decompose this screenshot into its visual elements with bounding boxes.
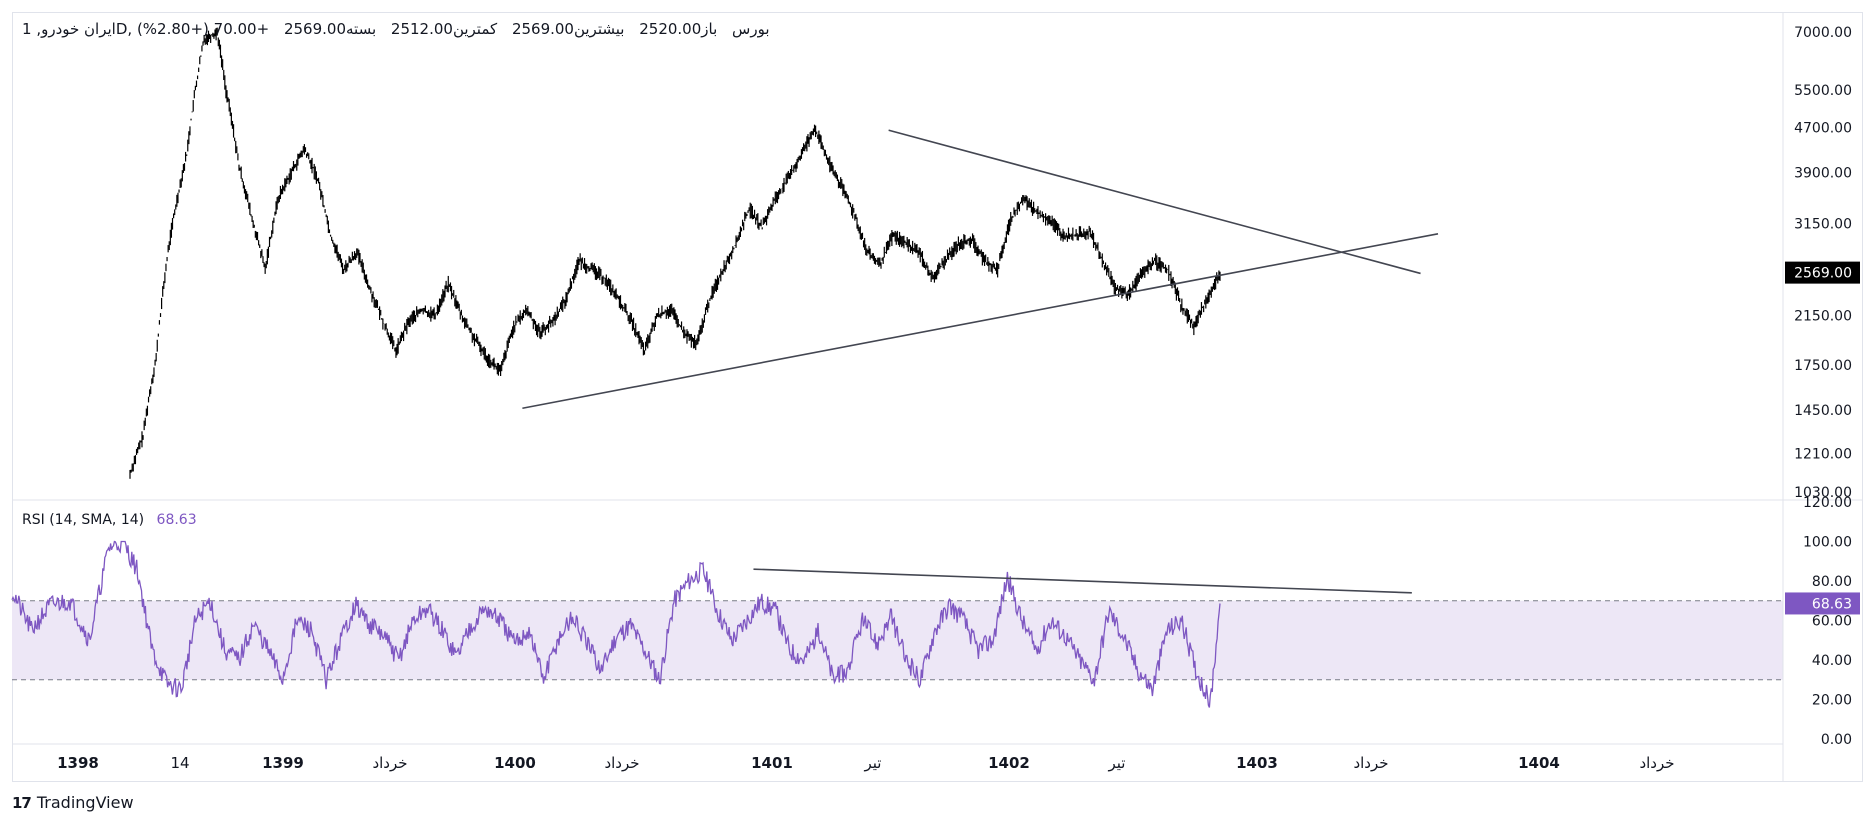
time-tick-label: 1400	[494, 754, 536, 772]
symbol-header: ایران خودرو, 1D, بورس باز2520.00 بیشترین…	[22, 20, 780, 38]
last-price-badge	[1785, 261, 1860, 284]
rsi-pane	[11, 540, 1783, 708]
price-tick-label: 3900.00	[1794, 165, 1852, 181]
price-tick-label: 7000.00	[1794, 25, 1852, 41]
price-tick-label: 1750.00	[1794, 358, 1852, 374]
change-value: +70.00 (+2.80%)	[136, 20, 270, 38]
tradingview-logo-icon: 17	[12, 793, 32, 812]
rsi-tick-label: 60.00	[1812, 614, 1852, 630]
time-tick-label: 1399	[262, 754, 304, 772]
open-value: باز2520.00	[639, 20, 718, 38]
brand-name: TradingView	[36, 793, 134, 812]
high-label: بیشترین	[573, 20, 625, 38]
rsi-line	[11, 540, 1221, 708]
support-trendline	[522, 233, 1439, 410]
chart-frame[interactable]	[12, 12, 1863, 782]
rsi-last-badge	[1785, 592, 1860, 615]
time-tick-label: 1398	[57, 754, 99, 772]
time-tick-label: 14	[170, 754, 189, 772]
time-tick-label: 1404	[1518, 754, 1560, 772]
time-tick-label: 1401	[751, 754, 793, 772]
resistance-trendline	[888, 129, 1421, 275]
price-tick-label: 5500.00	[1794, 83, 1852, 99]
last-price-label: 2569.00	[1794, 266, 1852, 282]
rsi-tick-label: 0.00	[1821, 732, 1852, 748]
price-tick-label: 1030.00	[1794, 485, 1852, 501]
close-value: بسته2569.00	[283, 20, 377, 38]
time-tick-label: تیر	[864, 754, 882, 772]
rsi-tick-label: 100.00	[1803, 535, 1852, 551]
symbol-name: ایران خودرو, 1D, بورس	[22, 20, 770, 38]
high-value: بیشترین2569.00	[511, 20, 625, 38]
price-tick-label: 1450.00	[1794, 403, 1852, 419]
price-pane	[129, 27, 1439, 479]
rsi-tick-label: 20.00	[1812, 693, 1852, 709]
price-tick-label: 3150.00	[1794, 217, 1852, 233]
price-tick-label: 4700.00	[1794, 121, 1852, 137]
rsi-tick-label: 80.00	[1812, 574, 1852, 590]
rsi-tick-label: 120.00	[1803, 495, 1852, 511]
tradingview-brand[interactable]: 17 TradingView	[12, 793, 134, 812]
rsi-last-label: 68.63	[1812, 596, 1852, 612]
open-label: باز	[701, 20, 718, 38]
price-tick-label: 2150.00	[1794, 308, 1852, 324]
close-label: بسته	[346, 20, 377, 38]
axes: 7000.00 5500.00 4700.00 3900.00 3150.00 2150.…	[12, 12, 1863, 782]
rsi-value: 68.63	[156, 512, 197, 528]
rsi-tick-label: 40.00	[1812, 653, 1852, 669]
low-value: کمترین2512.00	[390, 20, 498, 38]
time-tick-label: خرداد	[604, 754, 639, 772]
rsi-trendline	[753, 568, 1412, 594]
time-tick-label: 1402	[988, 754, 1030, 772]
time-tick-label: خرداد	[1639, 754, 1674, 772]
time-tick-label: 1403	[1236, 754, 1278, 772]
low-label: کمترین	[452, 20, 498, 38]
time-tick-label: خرداد	[1353, 754, 1388, 772]
time-tick-label: خرداد	[372, 754, 407, 772]
rsi-header[interactable]: RSI (14, SMA, 14) 68.63	[22, 512, 197, 528]
rsi-label: RSI (14, SMA, 14)	[22, 512, 145, 528]
time-tick-label: تیر	[1108, 754, 1126, 772]
rsi-band	[12, 600, 1783, 680]
price-tick-label: 1210.00	[1794, 446, 1852, 462]
